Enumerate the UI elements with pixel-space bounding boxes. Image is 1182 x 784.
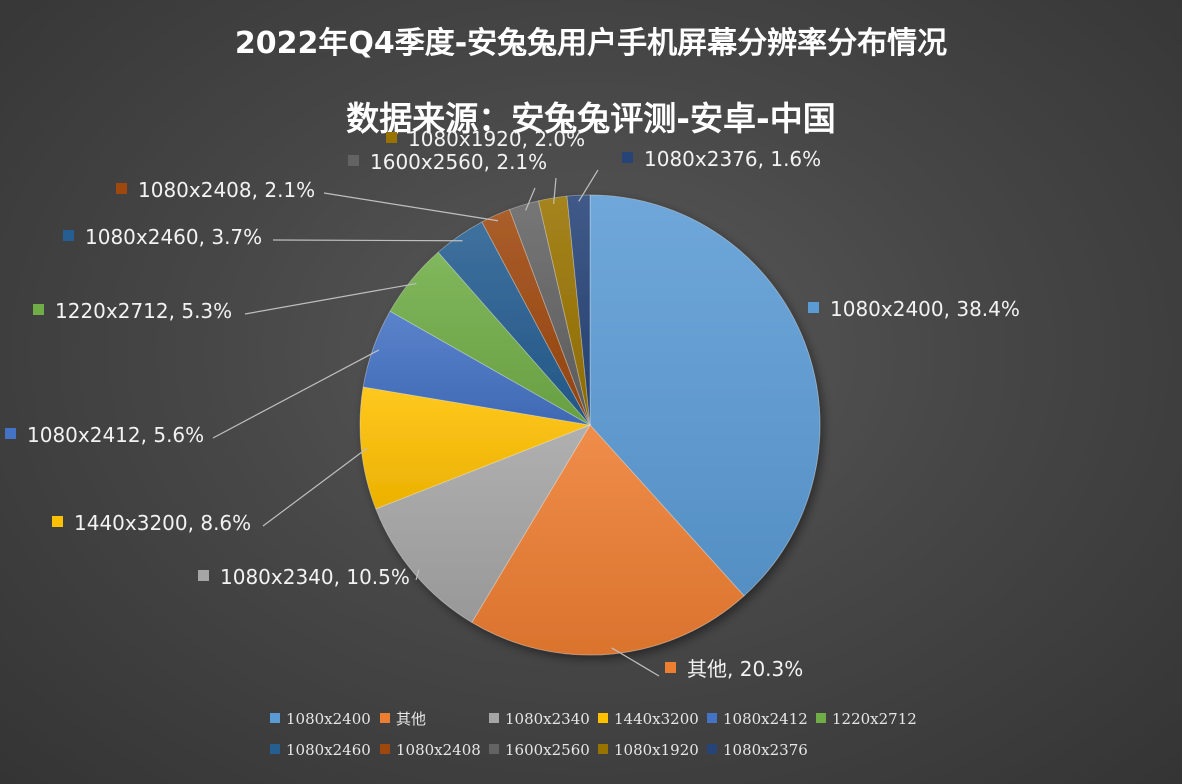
data-label-1080x2376: 1080x2376, 1.6%	[644, 147, 821, 171]
pie-slice-其他	[471, 424, 745, 656]
data-label-1080x2340: 1080x2340, 10.5%	[220, 565, 410, 589]
legend-swatch-1080x2412	[707, 713, 717, 723]
data-label-marker-1220x2712	[33, 304, 44, 315]
data-label-1220x2712: 1220x2712, 5.3%	[55, 299, 232, 323]
pie-slice-1440x3200	[359, 386, 592, 510]
legend-swatch-1080x2376	[707, 744, 717, 754]
leader-line-其他	[611, 647, 660, 677]
legend-swatch-其他	[380, 713, 390, 723]
legend-swatch-1080x2400	[270, 713, 280, 723]
legend-label-1600x2560: 1600x2560	[505, 741, 590, 759]
legend-swatch-1080x2408	[380, 744, 390, 754]
legend-swatch-1080x2340	[489, 713, 499, 723]
data-label-marker-1080x2340	[198, 570, 209, 581]
legend-swatch-1220x2712	[816, 713, 826, 723]
leader-line-1080x2376	[578, 169, 599, 202]
data-label-marker-1440x3200	[52, 516, 63, 527]
legend-swatch-1080x2460	[270, 744, 280, 754]
legend-label-1080x2400: 1080x2400	[286, 710, 371, 728]
legend-label-1080x2340: 1080x2340	[505, 710, 590, 728]
leader-line-1080x2408	[323, 192, 499, 222]
data-label-marker-1080x2412	[5, 428, 16, 439]
legend-swatch-1600x2560	[489, 744, 499, 754]
legend: 1080x2400 其他 1080x2340 1440x3200 1080x2412 12…	[270, 710, 917, 759]
pie-slice-1080x2376	[566, 194, 591, 426]
leader-line-1080x2412	[212, 349, 380, 439]
data-label-1080x1920: 1080x1920, 2.0%	[408, 127, 585, 151]
data-label-1080x2408: 1080x2408, 2.1%	[138, 178, 315, 202]
leader-line-1600x2560	[525, 187, 536, 211]
data-label-marker-1080x1920	[386, 132, 397, 143]
pie-slices	[359, 194, 821, 656]
legend-swatch-1080x1920	[598, 744, 608, 754]
leader-line-1080x2460	[272, 239, 463, 242]
leader-lines	[212, 169, 660, 677]
legend-label-1080x2460: 1080x2460	[286, 741, 371, 759]
data-label-1080x2460: 1080x2460, 3.7%	[85, 225, 262, 249]
legend-label-1080x1920: 1080x1920	[614, 741, 699, 759]
leader-line-1440x3200	[262, 447, 368, 527]
chart-subtitle: 数据来源：安兔兔评测-安卓-中国	[346, 99, 836, 138]
data-label-marker-1080x2408	[116, 183, 127, 194]
pie-slice-1080x2400	[589, 194, 821, 597]
data-label-marker-其他	[665, 662, 676, 673]
data-labels: 1080x2400, 38.4% 其他, 20.3% 1080x2340, 10.5…	[5, 127, 1020, 681]
data-label-marker-1080x2460	[63, 230, 74, 241]
legend-label-其他: 其他	[396, 710, 426, 728]
data-label-marker-1080x2376	[622, 152, 633, 163]
legend-label-1440x3200: 1440x3200	[614, 710, 699, 728]
data-label-marker-1080x2400	[808, 302, 819, 313]
leader-line-1220x2712	[244, 282, 417, 315]
data-label-marker-1600x2560	[348, 155, 359, 166]
data-label-1440x3200: 1440x3200, 8.6%	[74, 511, 251, 535]
chart-title: 2022年Q4季度-安兔兔用户手机屏幕分辨率分布情况	[234, 26, 948, 61]
leader-line-1080x1920	[553, 177, 557, 205]
data-label-1600x2560: 1600x2560, 2.1%	[370, 150, 547, 174]
legend-swatch-1440x3200	[598, 713, 608, 723]
legend-label-1080x2408: 1080x2408	[396, 741, 481, 759]
leader-line-1080x2340	[415, 569, 420, 581]
legend-label-1080x2412: 1080x2412	[723, 710, 808, 728]
pie-slice-1080x2340	[375, 424, 591, 623]
legend-label-1080x2376: 1080x2376	[723, 741, 808, 759]
data-label-1080x2400: 1080x2400, 38.4%	[830, 297, 1020, 321]
data-label-1080x2412: 1080x2412, 5.6%	[27, 423, 204, 447]
data-label-其他: 其他, 20.3%	[687, 657, 803, 681]
legend-label-1220x2712: 1220x2712	[832, 710, 917, 728]
